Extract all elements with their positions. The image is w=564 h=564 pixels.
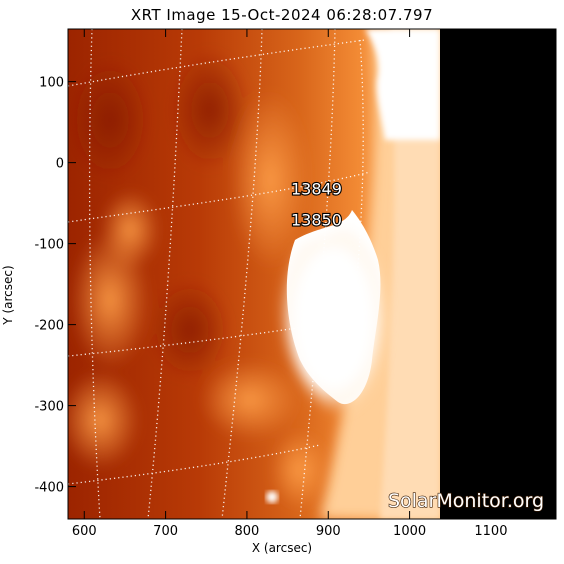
x-tick-label: 800	[235, 524, 260, 539]
x-tick-label: 600	[72, 524, 97, 539]
x-axis: 600 700 800 900 1000 1100	[72, 29, 507, 539]
y-tick-label: -300	[34, 400, 64, 415]
y-tick-label: 0	[56, 157, 64, 172]
flare-glow	[278, 222, 389, 416]
y-tick-label: -400	[34, 481, 64, 496]
plot-frame	[67, 28, 557, 520]
x-tick-label: 900	[316, 524, 341, 539]
y-tick-label: -200	[34, 319, 64, 334]
x-axis-label: X (arcsec)	[251, 541, 313, 555]
active-region-label: 13850	[291, 210, 342, 229]
x-tick-label: 1000	[393, 524, 426, 539]
off-limb-corona	[380, 29, 440, 519]
limb-bright-top	[365, 29, 440, 140]
bright-point	[266, 491, 278, 503]
heliographic-grid	[68, 29, 371, 519]
y-tick-label: 100	[39, 76, 64, 91]
y-tick-label: -100	[34, 238, 64, 253]
y-axis: 100 0 -100 -200 -300 -400	[34, 76, 556, 496]
watermark-text: SolarMonitor.org	[388, 490, 544, 512]
y-axis-label: Y (arcsec)	[1, 265, 15, 325]
coronal-structure	[68, 50, 330, 510]
plot-title: XRT Image 15-Oct-2024 06:28:07.797	[130, 6, 434, 24]
image-area: 13849 13850 SolarMonitor.org	[68, 29, 556, 519]
x-tick-label: 700	[153, 524, 178, 539]
x-tick-label: 1100	[474, 524, 507, 539]
active-region-label: 13849	[291, 180, 342, 199]
space-region	[440, 29, 556, 519]
